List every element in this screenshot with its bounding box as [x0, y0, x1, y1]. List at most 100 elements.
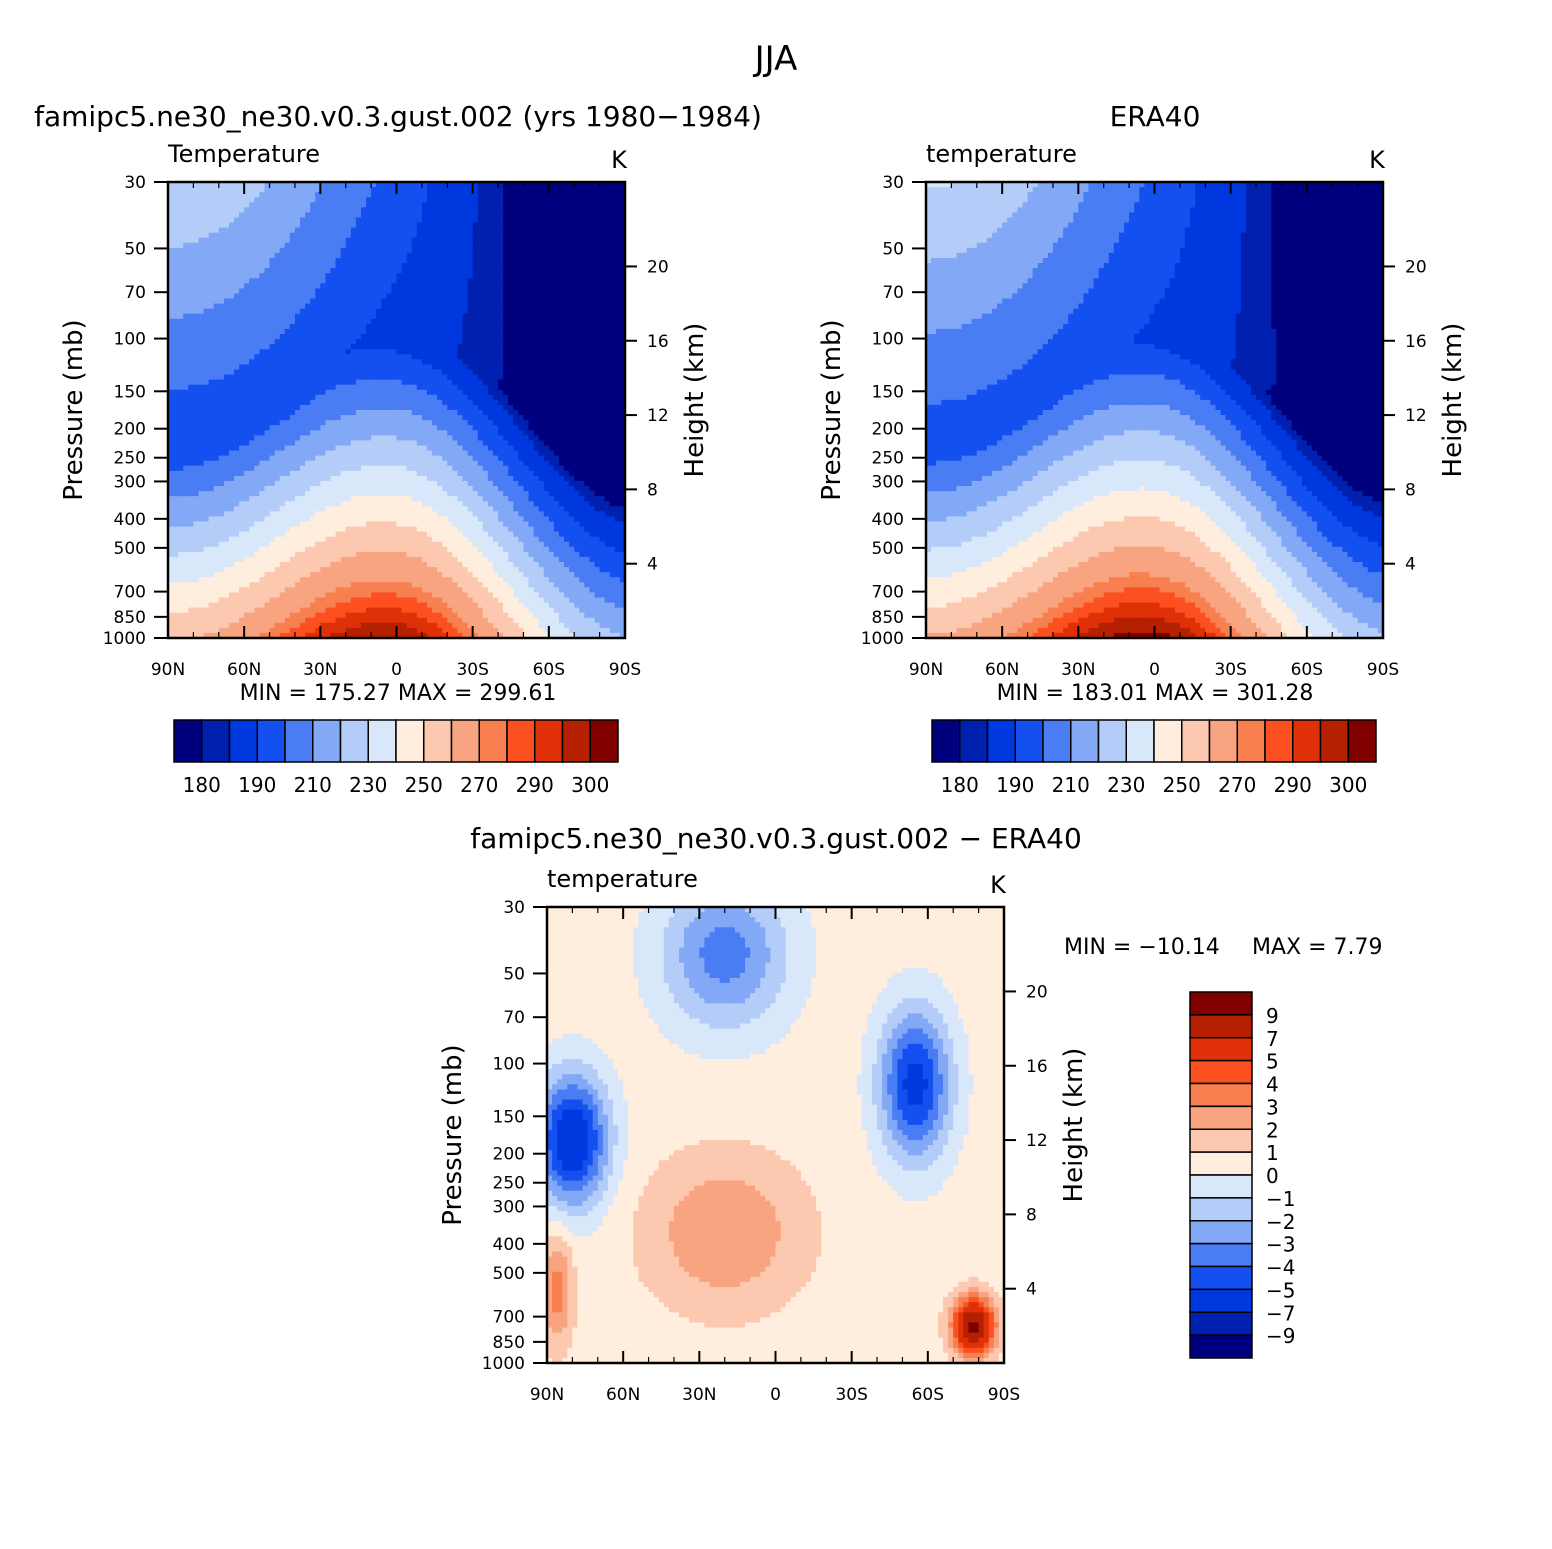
contour-cell — [325, 501, 332, 507]
contour-cell — [320, 278, 327, 284]
contour-cell — [355, 516, 362, 523]
contour-cell — [249, 546, 255, 553]
contour-cell — [401, 572, 408, 578]
contour-cell — [203, 349, 210, 355]
contour-cell — [300, 273, 306, 279]
contour-cell — [228, 572, 235, 578]
contour-cell — [178, 506, 184, 512]
contour-cell — [168, 202, 174, 208]
contour-cell — [218, 232, 225, 239]
contour-cell — [218, 202, 225, 208]
contour-cell — [264, 328, 271, 335]
contour-cell — [432, 491, 438, 497]
contour-cell — [284, 334, 291, 340]
contour-cell — [300, 379, 306, 386]
contour-cell — [355, 237, 362, 244]
contour-cell — [371, 440, 377, 447]
contour-cell — [366, 607, 372, 614]
contour-cell — [432, 420, 438, 426]
contour-cell — [269, 298, 276, 305]
contour-cell — [193, 389, 200, 396]
contour-cell — [340, 562, 347, 568]
contour-cell — [274, 227, 281, 234]
contour-cell — [244, 516, 250, 523]
contour-cell — [345, 232, 352, 239]
contour-cell — [203, 247, 210, 254]
contour-cell — [350, 237, 357, 244]
contour-cell — [366, 511, 372, 517]
contour-cell — [330, 415, 337, 421]
contour-cell — [198, 318, 205, 325]
contour-cell — [366, 480, 372, 487]
contour-cell — [254, 486, 260, 492]
contour-cell — [305, 318, 311, 325]
contour-cell — [350, 318, 357, 325]
contour-cell — [239, 491, 245, 497]
contour-cell — [178, 597, 184, 604]
contour-cell — [335, 511, 342, 517]
contour-cell — [381, 425, 387, 431]
contour-cell — [213, 369, 220, 376]
contour-cell — [208, 501, 215, 507]
contour-cell — [264, 323, 271, 330]
contour-cell — [300, 440, 306, 447]
contour-cell — [340, 475, 347, 482]
contour-cell — [442, 567, 448, 573]
contour-cell — [259, 399, 266, 406]
contour-cell — [223, 480, 230, 487]
contour-cell — [325, 486, 332, 492]
contour-cell — [386, 632, 393, 639]
contour-cell — [284, 415, 291, 421]
contour-cell — [310, 622, 316, 629]
contour-cell — [345, 602, 352, 609]
contour-cell — [183, 374, 189, 381]
contour-cell — [279, 308, 286, 315]
contour-cell — [350, 222, 357, 229]
contour-cell — [432, 308, 438, 315]
contour-cell — [447, 354, 453, 360]
contour-cell — [396, 420, 403, 426]
contour-cell — [416, 410, 423, 416]
contour-cell — [264, 480, 271, 487]
contour-cell — [371, 567, 377, 573]
contour-cell — [259, 374, 266, 381]
contour-cell — [320, 501, 327, 507]
contour-cell — [193, 303, 200, 310]
contour-cell — [188, 242, 194, 249]
contour-cell — [411, 192, 418, 198]
contour-cell — [416, 369, 423, 376]
contour-cell — [300, 460, 306, 467]
contour-cell — [330, 232, 337, 239]
contour-cell — [335, 298, 342, 305]
contour-cell — [259, 491, 266, 497]
contour-cell — [345, 339, 352, 345]
contour-cell — [381, 242, 387, 249]
contour-cell — [335, 283, 342, 289]
contour-cell — [437, 222, 443, 229]
contour-cell — [442, 506, 448, 512]
contour-cell — [269, 288, 276, 295]
contour-cell — [198, 354, 205, 360]
contour-cell — [305, 232, 311, 239]
contour-cell — [279, 536, 286, 543]
contour-cell — [294, 268, 301, 274]
contour-cell — [371, 521, 377, 528]
contour-cell — [183, 217, 189, 224]
contour-cell — [371, 384, 377, 391]
contour-cell — [335, 303, 342, 310]
contour-cell — [188, 359, 194, 365]
contour-cell — [310, 587, 316, 593]
contour-cell — [193, 308, 200, 315]
contour-cell — [396, 486, 403, 492]
contour-cell — [173, 607, 179, 614]
contour-cell — [391, 293, 398, 300]
contour-cell — [218, 268, 225, 274]
contour-cell — [264, 394, 271, 401]
contour-cell — [223, 521, 230, 528]
contour-cell — [391, 404, 398, 411]
contour-cell — [305, 298, 311, 305]
contour-cell — [249, 192, 255, 198]
contour-cell — [178, 273, 184, 279]
contour-cell — [432, 526, 438, 533]
contour-cell — [294, 192, 301, 198]
